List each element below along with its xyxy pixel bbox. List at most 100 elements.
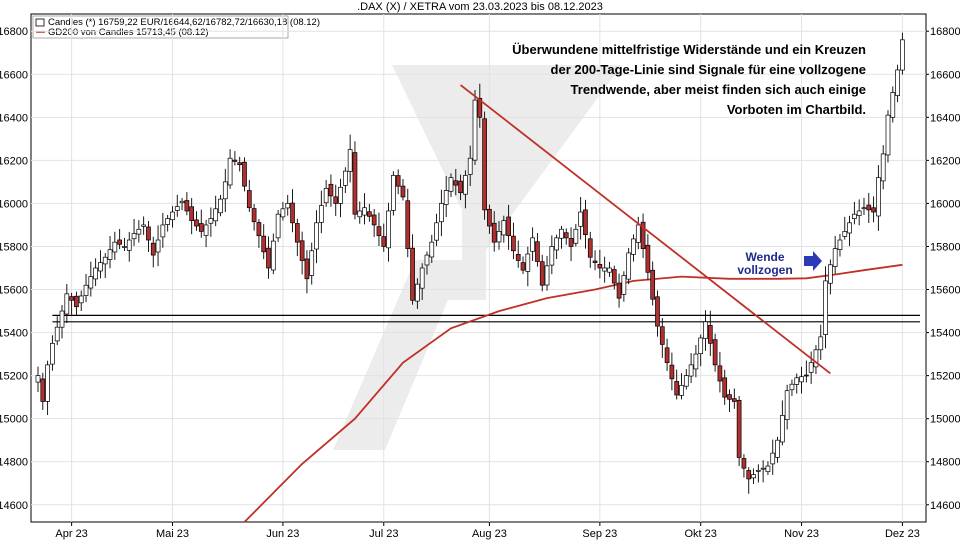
candle-down	[665, 348, 669, 363]
candle-down	[723, 378, 727, 397]
candle-down	[507, 217, 511, 236]
candle-up	[824, 281, 828, 335]
candle-up	[142, 225, 146, 226]
candle-down	[737, 400, 741, 457]
candle-down	[487, 209, 491, 226]
candle-up	[800, 377, 804, 382]
candle-down	[708, 325, 712, 343]
y-tick-label-right: 16000	[930, 198, 960, 210]
x-tick-label: Jul 23	[369, 528, 398, 540]
candle-down	[382, 237, 386, 247]
candle-up	[627, 253, 631, 279]
candle-down	[651, 270, 655, 299]
candle-up	[358, 211, 362, 217]
candle-down	[713, 340, 717, 365]
candle-down	[540, 262, 544, 286]
x-tick-label: Aug 23	[472, 528, 507, 540]
candle-up	[132, 234, 136, 239]
candle-down	[406, 201, 410, 249]
candle-up	[435, 223, 439, 240]
y-tick-label-left: 16200	[0, 155, 28, 167]
arrow-right-icon	[804, 251, 822, 271]
candle-down	[118, 240, 122, 244]
candle-up	[833, 249, 837, 267]
candle-down	[454, 181, 458, 185]
candle-up	[622, 276, 626, 295]
gd200-line-group	[245, 265, 903, 522]
candle-up	[444, 191, 448, 205]
candle-up	[843, 231, 847, 236]
candle-down	[291, 203, 295, 223]
candle-up	[689, 365, 693, 376]
candle-down	[267, 248, 271, 268]
candle-up	[704, 322, 708, 339]
candle-up	[89, 277, 93, 288]
candle-down	[742, 458, 746, 468]
candle-down	[583, 210, 587, 235]
candle-up	[756, 470, 760, 471]
candle-up	[363, 208, 367, 215]
candle-up	[607, 268, 611, 272]
candle-down	[329, 184, 333, 196]
legend-swatch-candles	[36, 19, 44, 26]
candle-up	[497, 231, 501, 242]
candle-up	[848, 223, 852, 233]
candle-up	[218, 199, 222, 213]
candle-up	[324, 188, 328, 202]
candle-up	[790, 384, 794, 390]
x-tick-label: Dez 23	[885, 528, 920, 540]
candle-up	[175, 207, 179, 211]
candle-up	[319, 206, 323, 223]
candle-up	[684, 376, 688, 387]
y-tick-label-left: 16400	[0, 112, 28, 124]
annotation-line-2: der 200-Tage-Linie sind Signale für eine…	[551, 62, 866, 77]
candle-down	[617, 283, 621, 298]
candle-up	[103, 257, 107, 264]
x-tick-label: Nov 23	[784, 528, 819, 540]
candle-up	[857, 211, 861, 216]
candle-down	[660, 327, 664, 345]
candle-down	[305, 259, 309, 279]
candle-down	[588, 239, 592, 257]
candle-up	[137, 229, 141, 234]
candle-down	[300, 241, 304, 261]
candle-down	[593, 261, 597, 263]
candle-up	[339, 187, 343, 203]
candle-up	[439, 203, 443, 221]
y-tick-label-left: 14600	[0, 500, 28, 512]
candle-down	[194, 220, 198, 226]
candle-down	[295, 223, 299, 242]
candle-down	[646, 245, 650, 272]
candle-up	[315, 223, 319, 249]
candle-up	[228, 158, 232, 185]
y-tick-label-right: 15000	[930, 414, 960, 426]
y-tick-label-right: 16800	[930, 26, 960, 38]
candle-up	[204, 225, 208, 236]
y-tick-label-right: 15200	[930, 371, 960, 383]
x-tick-label: Apr 23	[55, 528, 87, 540]
gd200-line	[245, 265, 903, 522]
candle-down	[233, 160, 237, 161]
candle-up	[161, 225, 165, 237]
y-tick-label-right: 14600	[930, 500, 960, 512]
candle-down	[257, 222, 261, 235]
candle-up	[761, 468, 765, 469]
candle-down	[612, 270, 616, 284]
candle-up	[780, 415, 784, 442]
chart-title: .DAX (X) / XETRA vom 23.03.2023 bis 08.1…	[357, 1, 603, 13]
candle-down	[516, 254, 520, 260]
candle-up	[776, 440, 780, 457]
y-tick-label-left: 15200	[0, 371, 28, 383]
candle-down	[732, 399, 736, 402]
candle-down	[41, 379, 45, 402]
candle-down	[675, 381, 679, 395]
candle-up	[819, 337, 823, 350]
candle-down	[372, 215, 376, 225]
candle-up	[545, 266, 549, 285]
candle-down	[511, 236, 515, 251]
y-tick-label-right: 14800	[930, 457, 960, 469]
candle-down	[598, 264, 602, 268]
candle-down	[569, 238, 573, 246]
annotation-line-1: Überwundene mittelfristige Widerstände u…	[512, 42, 866, 57]
